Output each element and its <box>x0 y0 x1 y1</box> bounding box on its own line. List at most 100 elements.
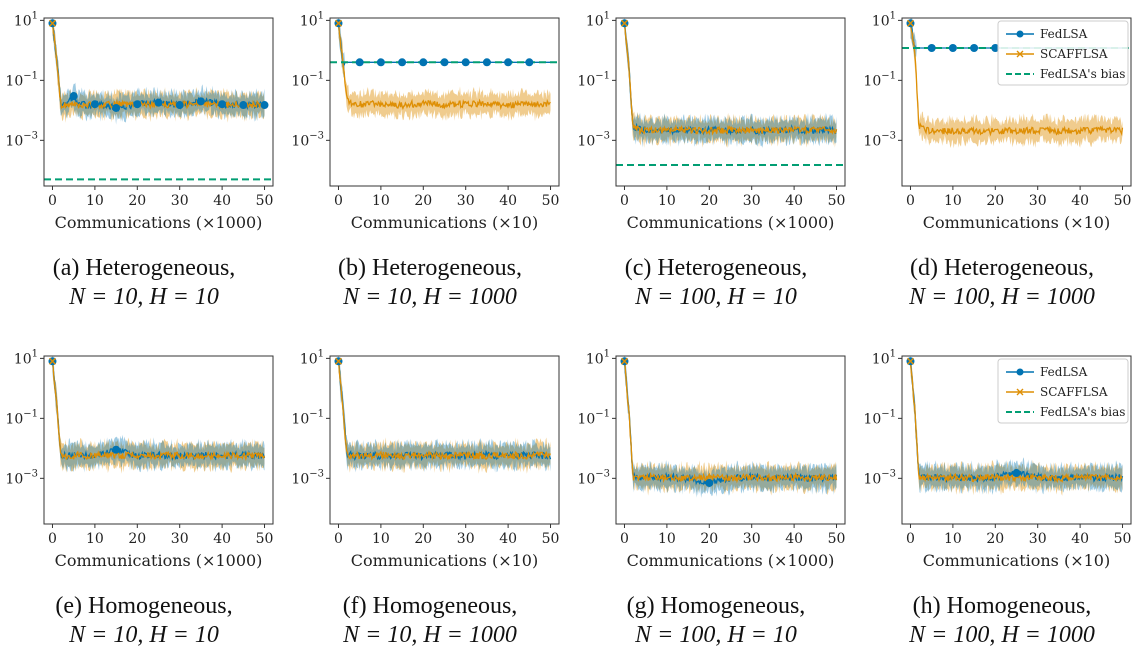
y-tick-label-d-1: 10−1 <box>863 70 896 89</box>
plot-area-f <box>334 356 552 474</box>
band-fedlsa-b <box>338 18 551 78</box>
band-scafflsa-f <box>338 356 551 474</box>
x-tick-label-d-30: 30 <box>1029 193 1047 209</box>
caption-e: (e) Homogeneous, N = 10, H = 10 <box>0 592 294 650</box>
x-tick-label-g-50: 50 <box>828 531 846 547</box>
caption-d-math: N = 100, H = 1000 <box>909 284 1095 310</box>
line-scafflsa-e <box>51 358 266 462</box>
y-tick-label-e-1: 10−1 <box>5 408 38 427</box>
caption-c-prefix: (c) Heterogeneous, <box>624 255 808 281</box>
chart-c: 0 10 20 30 40 50 101 10−1 10−3 Communications (×1… <box>577 10 846 232</box>
y-tick-label-c-2: 10−3 <box>577 130 610 149</box>
x-tick-label-d-40: 40 <box>1071 193 1089 209</box>
caption-d-prefix: (d) Heterogeneous, <box>910 255 1094 281</box>
marker-fedlsa-b-2 <box>376 58 385 67</box>
x-axis-label-b: Communications (×10) <box>351 213 538 232</box>
x-tick-label-e-50: 50 <box>256 531 274 547</box>
line-scafflsa-g <box>623 357 838 484</box>
marker-fedlsa-a-9 <box>239 101 248 110</box>
x-tick-label-h-50: 50 <box>1114 531 1132 547</box>
y-tick-label-f-0: 101 <box>300 348 324 367</box>
x-tick-label-h-40: 40 <box>1071 531 1089 547</box>
panel-a: 0 10 20 30 40 50 101 10−1 10−3 Communications (×1… <box>0 0 286 316</box>
x-tick-label-e-10: 10 <box>86 531 104 547</box>
x-axis-label-f: Communications (×10) <box>351 551 538 570</box>
caption-a-prefix: (a) Heterogeneous, <box>52 255 236 281</box>
x-tick-label-b-0: 0 <box>334 193 343 209</box>
x-tick-label-h-30: 30 <box>1029 531 1047 547</box>
x-tick-label-d-10: 10 <box>944 193 962 209</box>
y-tick-label-e-2: 10−3 <box>5 468 38 487</box>
legend-marker-d-0 <box>1016 30 1024 38</box>
y-tick-label-g-1: 10−1 <box>577 408 610 427</box>
x-tick-label-b-20: 20 <box>414 193 432 209</box>
x-tick-label-a-20: 20 <box>128 193 146 209</box>
caption-h-math: N = 100, H = 1000 <box>909 622 1095 648</box>
axes-frame-f <box>329 355 560 525</box>
x-tick-label-c-30: 30 <box>743 193 761 209</box>
x-tick-label-d-20: 20 <box>986 193 1004 209</box>
x-tick-label-a-50: 50 <box>256 193 274 209</box>
marker-scafflsa-start-f <box>334 357 343 365</box>
marker-fedlsa-a-10 <box>260 101 269 110</box>
legend-d: FedLSA SCAFFLSA FedLSA's bias <box>997 20 1129 86</box>
x-tick-label-c-50: 50 <box>828 193 846 209</box>
marker-fedlsa-d-2 <box>948 43 957 52</box>
plot-area-a <box>44 18 273 181</box>
y-tick-label-c-0: 101 <box>586 10 610 29</box>
x-axis-label-g: Communications (×1000) <box>627 551 835 570</box>
caption-g: (g) Homogeneous, N = 100, H = 10 <box>566 592 866 650</box>
axes-frame-e <box>43 355 274 525</box>
caption-b-math: N = 10, H = 1000 <box>343 284 517 310</box>
line-scafflsa-f <box>337 358 552 461</box>
marker-fedlsa-a-5 <box>154 98 163 107</box>
chart-f: 0 10 20 30 40 50 101 10−1 10−3 Communications (×1… <box>291 348 560 570</box>
y-tick-label-c-1: 10−1 <box>577 70 610 89</box>
legend-label-d-0: FedLSA <box>1040 27 1088 41</box>
line-fedlsa-c <box>623 24 838 136</box>
chart-a: 0 10 20 30 40 50 101 10−1 10−3 Communications (×1… <box>5 10 274 232</box>
panel-d: 0 10 20 30 40 50 101 10−1 10−3 Communications (×1… <box>858 0 1144 316</box>
x-axis-label-a: Communications (×1000) <box>55 213 263 232</box>
marker-scafflsa-start-e <box>48 357 57 365</box>
legend-h: FedLSA SCAFFLSA FedLSA's bias <box>997 358 1129 424</box>
x-tick-label-e-30: 30 <box>171 531 189 547</box>
chart-d: 0 10 20 30 40 50 101 10−1 10−3 Communications (×1… <box>863 10 1132 232</box>
x-tick-label-g-10: 10 <box>658 531 676 547</box>
marker-fedlsa-b-6 <box>461 58 470 67</box>
x-tick-label-f-50: 50 <box>542 531 560 547</box>
y-tick-label-b-2: 10−3 <box>291 130 324 149</box>
y-tick-label-h-2: 10−3 <box>863 468 896 487</box>
panel-h: 0 10 20 30 40 50 101 10−1 10−3 Communications (×1… <box>858 338 1144 654</box>
marker-scafflsa-start-d <box>906 19 915 27</box>
legend-label-d-2: FedLSA's bias <box>1040 67 1125 81</box>
caption-a: (a) Heterogeneous, N = 10, H = 10 <box>0 254 294 312</box>
y-tick-label-g-0: 101 <box>586 348 610 367</box>
x-tick-label-e-20: 20 <box>128 531 146 547</box>
panel-e: 0 10 20 30 40 50 101 10−1 10−3 Communications (×1… <box>0 338 286 654</box>
x-tick-label-c-20: 20 <box>700 193 718 209</box>
legend-marker-d-1 <box>1016 50 1024 58</box>
marker-fedlsa-e-1 <box>112 445 121 454</box>
y-tick-label-f-2: 10−3 <box>291 468 324 487</box>
marker-fedlsa-a-1 <box>69 92 78 101</box>
panel-b: 0 10 20 30 40 50 101 10−1 10−3 Communications (×1… <box>286 0 572 316</box>
axes-frame-h <box>901 355 1132 525</box>
caption-e-prefix: (e) Homogeneous, <box>55 593 233 619</box>
x-axis-label-c: Communications (×1000) <box>627 213 835 232</box>
y-tick-label-b-0: 101 <box>300 10 324 29</box>
marker-fedlsa-g-1 <box>705 478 714 487</box>
x-tick-label-g-30: 30 <box>743 531 761 547</box>
x-tick-label-a-10: 10 <box>86 193 104 209</box>
band-scafflsa-e <box>52 356 265 474</box>
line-scafflsa-c <box>623 21 838 136</box>
line-scafflsa-b <box>337 22 551 111</box>
legend-marker-h-0 <box>1016 368 1024 376</box>
x-tick-label-c-40: 40 <box>785 193 803 209</box>
x-tick-label-c-0: 0 <box>620 193 629 209</box>
x-tick-label-d-0: 0 <box>906 193 915 209</box>
marker-fedlsa-b-5 <box>440 58 449 67</box>
x-tick-label-g-20: 20 <box>700 531 718 547</box>
plot-area-c <box>616 18 845 167</box>
x-tick-label-g-0: 0 <box>620 531 629 547</box>
